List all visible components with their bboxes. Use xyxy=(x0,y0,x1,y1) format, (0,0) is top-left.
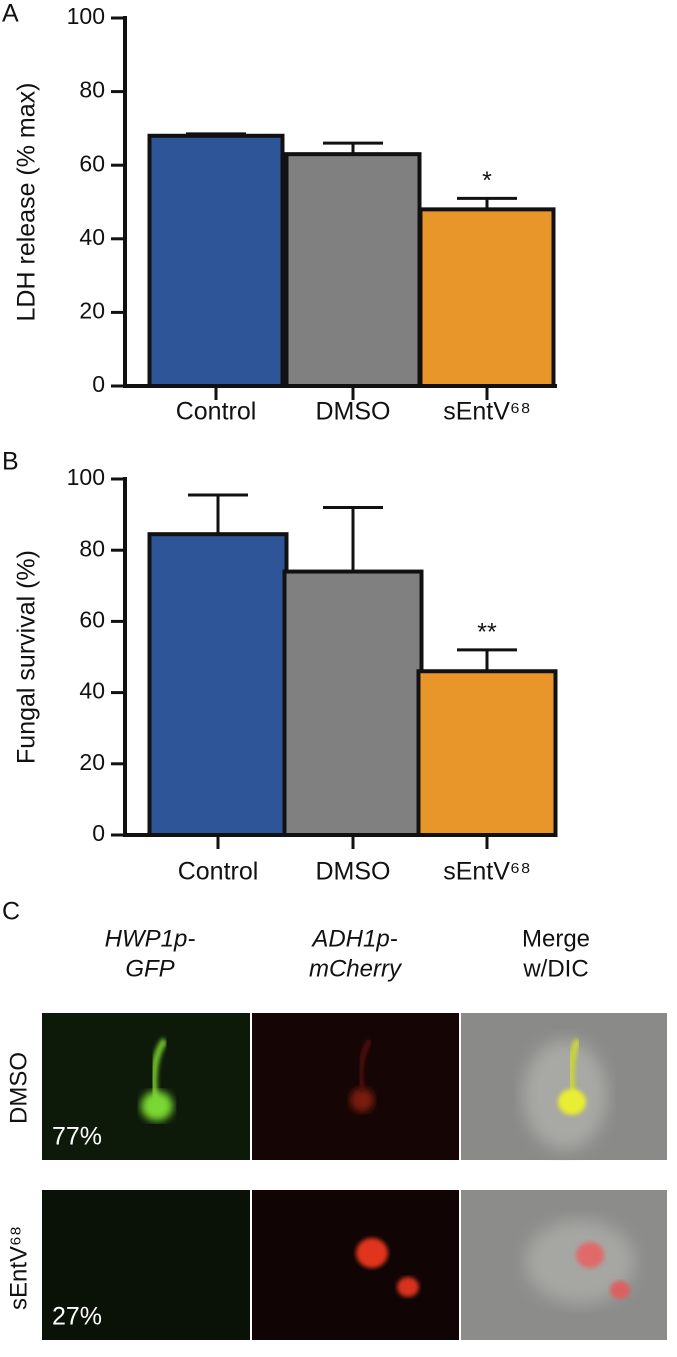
micrograph-mcherry xyxy=(252,1013,459,1160)
y-tick-label: 100 xyxy=(67,464,105,490)
y-tick-label: 40 xyxy=(79,224,105,250)
bar xyxy=(282,569,424,837)
y-axis-title: Fungal survival (%) xyxy=(13,550,41,764)
panel-label: A xyxy=(2,0,19,28)
y-tick-label: 60 xyxy=(79,150,105,176)
percent-label: 27% xyxy=(52,1303,102,1331)
row-label: DMSO xyxy=(5,1052,32,1124)
y-tick-label: 0 xyxy=(92,371,105,397)
micrograph-gfp xyxy=(42,1190,250,1340)
significance: * xyxy=(482,167,492,195)
significance: ** xyxy=(477,618,497,646)
cell xyxy=(610,1281,630,1299)
column-header: GFP xyxy=(125,955,174,982)
x-tick-label: sEntV⁶⁸ xyxy=(443,858,531,886)
cell xyxy=(558,1089,586,1115)
bar xyxy=(147,532,289,837)
column-header: w/DIC xyxy=(522,955,588,982)
row-label: sEntV⁶⁸ xyxy=(5,1226,32,1310)
x-tick-label: Control xyxy=(176,398,257,426)
micrograph-gfp xyxy=(42,1013,250,1160)
cell xyxy=(350,1088,374,1112)
y-tick-label: 80 xyxy=(79,535,105,561)
y-tick-label: 100 xyxy=(67,3,105,29)
y-tick-label: 80 xyxy=(79,77,105,103)
micrograph-mcherry xyxy=(252,1190,459,1340)
x-tick-label: Control xyxy=(178,858,259,886)
y-tick-label: 0 xyxy=(92,820,105,846)
cell xyxy=(141,1091,173,1121)
cell xyxy=(576,1242,604,1268)
bar xyxy=(284,152,422,388)
y-tick-label: 60 xyxy=(79,606,105,632)
y-axis-title: LDH release (% max) xyxy=(13,83,41,322)
column-header: HWP1p- xyxy=(105,925,196,952)
bar xyxy=(418,207,556,388)
y-tick-label: 20 xyxy=(79,749,105,775)
cell xyxy=(397,1277,419,1297)
x-tick-label: DMSO xyxy=(316,398,391,426)
micrograph-row: 77% xyxy=(42,1013,667,1160)
column-header: ADH1p- xyxy=(310,925,397,952)
y-tick-label: 20 xyxy=(79,297,105,323)
micrograph-row: 27% xyxy=(42,1190,667,1340)
cell xyxy=(356,1238,388,1268)
percent-label: 77% xyxy=(52,1123,102,1151)
column-header: Merge xyxy=(522,925,590,952)
panel-label: B xyxy=(2,448,19,476)
x-tick-label: DMSO xyxy=(316,858,391,886)
bar xyxy=(147,133,285,388)
hypha xyxy=(357,1038,373,1091)
bar xyxy=(416,669,558,837)
y-tick-label: 40 xyxy=(79,678,105,704)
charts: A LDH release (% max) 0 20 40 60 80 100 Control D… xyxy=(2,0,558,886)
x-tick-label: sEntV⁶⁸ xyxy=(443,398,531,426)
column-header: mCherry xyxy=(309,955,403,982)
panel-label: C xyxy=(2,898,20,926)
